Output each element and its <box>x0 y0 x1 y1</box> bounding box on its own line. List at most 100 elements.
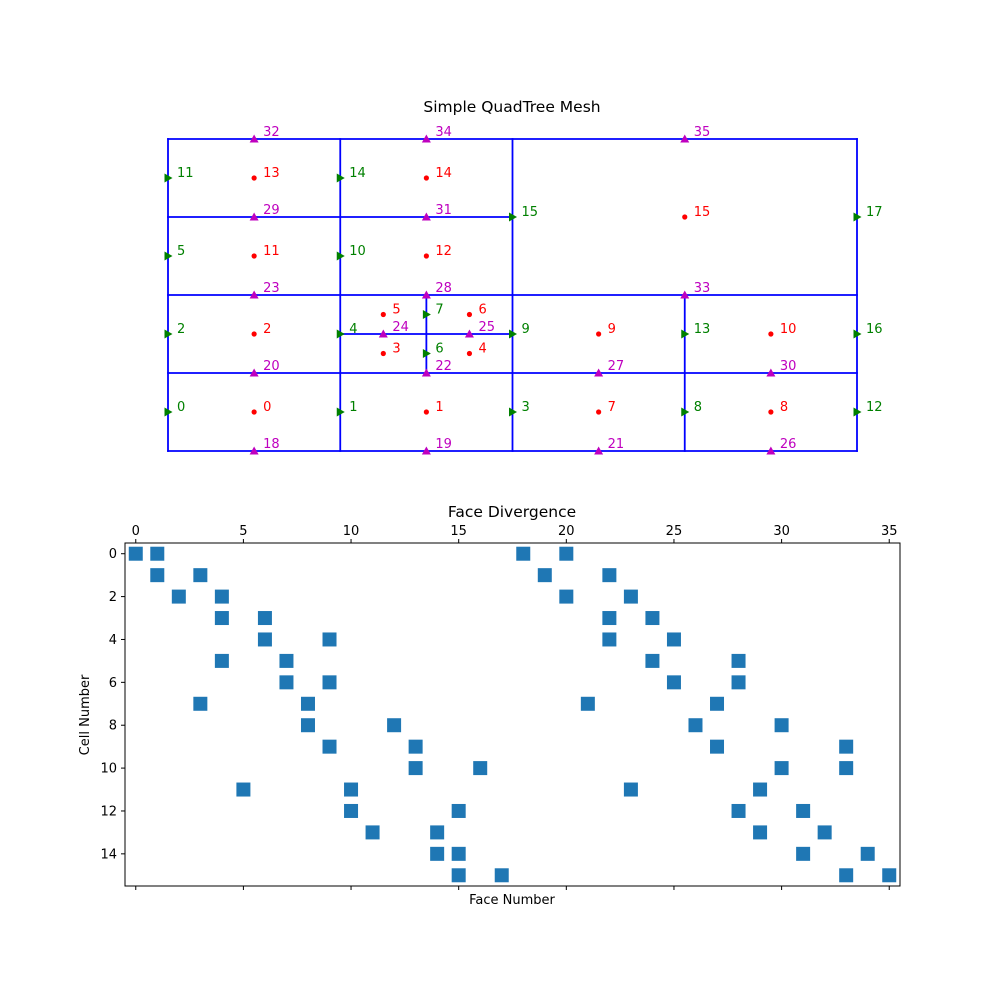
nonzero-marker <box>128 546 143 561</box>
y-tick-label: 4 <box>109 633 117 648</box>
x-face-marker <box>509 212 517 222</box>
y-face-marker <box>421 368 431 377</box>
cell-center-label: 6 <box>478 303 486 318</box>
y-tick-label: 6 <box>109 676 117 691</box>
cell-center-label: 10 <box>780 322 797 337</box>
cell-center-marker <box>380 311 386 318</box>
y-face-marker <box>680 290 690 299</box>
x-face-marker <box>681 329 690 339</box>
nonzero-marker <box>214 653 229 668</box>
nonzero-marker <box>322 739 337 754</box>
spy-y-axis-label: Cell Number <box>78 674 93 755</box>
nonzero-marker <box>516 546 531 561</box>
nonzero-marker <box>623 782 638 797</box>
y-face-label: 25 <box>478 320 495 335</box>
x-face-marker <box>853 407 862 417</box>
nonzero-marker <box>171 589 186 604</box>
cell-center-label: 15 <box>694 205 711 220</box>
cell-center-marker <box>423 253 429 259</box>
x-face-label: 6 <box>435 342 443 357</box>
cell-center-marker <box>682 214 688 220</box>
cell-center-label: 14 <box>435 166 452 181</box>
y-face-label: 26 <box>780 437 797 452</box>
nonzero-marker <box>710 696 725 711</box>
y-face-label: 35 <box>694 125 711 140</box>
nonzero-marker <box>408 761 423 776</box>
x-face-marker <box>336 251 345 261</box>
nonzero-marker <box>387 718 402 733</box>
x-face-marker <box>509 407 517 417</box>
nonzero-marker <box>451 868 466 883</box>
nonzero-marker <box>214 589 229 604</box>
cell-center-label: 3 <box>392 342 400 357</box>
x-face-marker <box>164 329 173 339</box>
cell-center-marker <box>251 175 257 181</box>
nonzero-marker <box>236 782 251 797</box>
y-face-marker <box>421 134 431 143</box>
nonzero-marker <box>150 568 165 583</box>
nonzero-marker <box>860 846 875 861</box>
x-face-label: 15 <box>522 205 539 220</box>
nonzero-marker <box>430 846 445 861</box>
y-face-label: 33 <box>694 281 711 296</box>
x-face-label: 14 <box>349 166 366 181</box>
x-face-marker <box>336 173 345 183</box>
cell-center-marker <box>466 311 473 318</box>
x-face-label: 7 <box>435 303 443 318</box>
y-face-marker <box>680 134 690 143</box>
cell-center-label: 8 <box>780 400 788 415</box>
cell-center-marker <box>251 331 257 337</box>
nonzero-marker <box>257 632 272 647</box>
nonzero-marker <box>839 761 854 776</box>
y-face-label: 21 <box>608 437 625 452</box>
cell-center-marker <box>423 409 429 415</box>
nonzero-marker <box>214 611 229 626</box>
x-tick-label: 35 <box>881 524 898 539</box>
y-face-label: 30 <box>780 359 797 374</box>
nonzero-marker <box>473 761 488 776</box>
x-face-marker <box>164 251 173 261</box>
nonzero-marker <box>193 568 208 583</box>
y-face-label: 22 <box>435 359 452 374</box>
cell-center-label: 9 <box>608 322 616 337</box>
nonzero-marker <box>753 782 768 797</box>
y-face-marker <box>766 446 776 455</box>
y-tick-label: 2 <box>109 590 117 605</box>
y-face-label: 31 <box>435 203 452 218</box>
cell-center-marker <box>768 331 774 337</box>
y-face-marker <box>378 329 388 338</box>
y-face-label: 29 <box>263 203 280 218</box>
nonzero-marker <box>731 803 746 818</box>
x-face-marker <box>164 173 173 183</box>
nonzero-marker <box>602 611 617 626</box>
nonzero-marker <box>645 611 660 626</box>
nonzero-marker <box>602 632 617 647</box>
nonzero-marker <box>344 803 359 818</box>
y-face-label: 23 <box>263 281 280 296</box>
cell-center-marker <box>466 350 473 357</box>
nonzero-marker <box>408 739 423 754</box>
nonzero-marker <box>150 546 165 561</box>
spy-ticks: 0 5 10 15 20 25 30 35 0 2 4 6 8 10 12 14 <box>100 524 898 890</box>
y-face-label: 27 <box>608 359 625 374</box>
nonzero-marker <box>193 696 208 711</box>
cell-center-marker <box>423 175 429 181</box>
y-face-label: 34 <box>435 125 452 140</box>
y-tick-label: 12 <box>100 804 117 819</box>
spy-title: Face Divergence <box>448 503 576 521</box>
cell-center-label: 11 <box>263 244 280 259</box>
nonzero-marker <box>322 675 337 690</box>
y-face-label: 28 <box>435 281 452 296</box>
x-face-label: 5 <box>177 244 185 259</box>
x-face-label: 2 <box>177 322 185 337</box>
spy-x-axis-label: Face Number <box>469 893 555 908</box>
x-tick-label: 30 <box>773 524 790 539</box>
y-face-label: 19 <box>435 437 452 452</box>
y-tick-label: 14 <box>100 847 117 862</box>
x-face-marker <box>681 407 690 417</box>
x-face-marker <box>853 329 862 339</box>
nonzero-marker <box>796 803 811 818</box>
